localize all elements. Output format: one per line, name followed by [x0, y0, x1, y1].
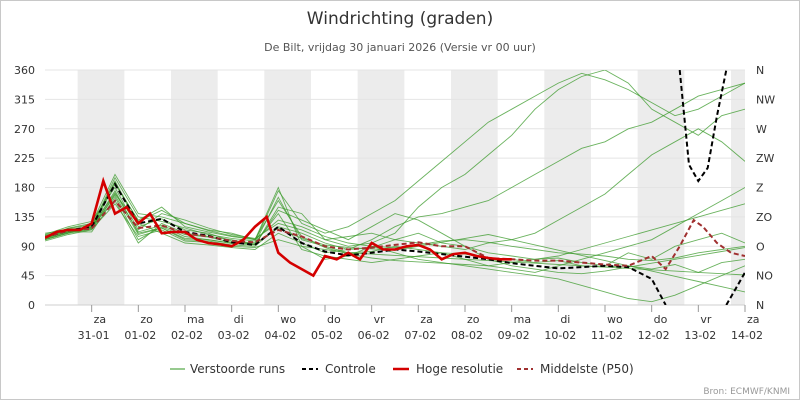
source-credit: Bron: ECMWF/KNMI	[703, 387, 790, 397]
legend-label-control: Controle	[325, 362, 376, 376]
legend-item-perturbed[interactable]: Verstoorde runs	[170, 362, 285, 376]
y-tick-label-180: 180	[14, 182, 35, 195]
x-tick-date-02-02: 02-02	[171, 329, 203, 342]
x-tick-date-06-02: 06-02	[358, 329, 390, 342]
x-tick-date-12-02: 12-02	[638, 329, 670, 342]
x-tick-day-04-02: wo	[280, 313, 296, 326]
x-tick-date-10-02: 10-02	[544, 329, 576, 342]
x-tick-date-11-02: 11-02	[591, 329, 623, 342]
y-tick-right-label-8: N	[756, 64, 764, 77]
legend-item-median[interactable]: Middelste (P50)	[517, 362, 634, 376]
control-run-segment-1	[678, 70, 728, 183]
chart-subtitle: De Bilt, vrijdag 30 januari 2026 (Versie…	[264, 41, 536, 54]
x-tick-date-04-02: 04-02	[264, 329, 296, 342]
x-tick-day-02-02: ma	[187, 313, 204, 326]
y-tick-label-225: 225	[14, 152, 35, 165]
y-tick-right-label-0: N	[756, 299, 764, 312]
x-tick-day-14-02: za	[747, 313, 760, 326]
y-tick-label-360: 360	[14, 64, 35, 77]
y-tick-right-label-2: O	[756, 240, 765, 253]
median-run-line	[45, 199, 745, 271]
perturbed-run-9	[45, 72, 745, 242]
y-tick-right-label-4: Z	[756, 182, 764, 195]
high-resolution-run-line	[45, 176, 512, 278]
x-tick-date-09-02: 09-02	[498, 329, 530, 342]
y-tick-label-90: 90	[21, 240, 35, 253]
legend-item-control[interactable]: Controle	[302, 362, 376, 376]
control-run-segment-2	[725, 271, 745, 305]
legend-label-perturbed: Verstoorde runs	[190, 362, 285, 376]
control-run-segment-0	[45, 182, 667, 305]
x-tick-day-11-02: wo	[607, 313, 623, 326]
x-tick-day-10-02: di	[560, 313, 570, 326]
legend-label-median: Middelste (P50)	[540, 362, 634, 376]
y-tick-right-label-7: NW	[756, 93, 775, 106]
y-tick-label-45: 45	[21, 270, 35, 283]
perturbed-run-12	[45, 181, 745, 267]
x-tick-day-01-02: zo	[140, 313, 153, 326]
x-tick-day-09-02: ma	[514, 313, 531, 326]
x-tick-day-13-02: vr	[700, 313, 712, 326]
median-run	[45, 199, 745, 271]
perturbed-run-8	[45, 203, 745, 276]
x-tick-day-06-02: vr	[374, 313, 386, 326]
y-tick-label-0: 0	[28, 299, 35, 312]
x-tick-date-03-02: 03-02	[218, 329, 250, 342]
x-tick-date-14-02: 14-02	[731, 329, 763, 342]
perturbed-run-5	[45, 173, 745, 262]
perturbed-run-6	[45, 187, 745, 273]
x-tick-day-31-01: za	[94, 313, 107, 326]
perturbed-run-3	[45, 183, 745, 303]
y-tick-label-135: 135	[14, 211, 35, 224]
y-tick-label-270: 270	[14, 123, 35, 136]
x-tick-date-08-02: 08-02	[451, 329, 483, 342]
x-tick-day-03-02: di	[234, 313, 244, 326]
x-tick-date-01-02: 01-02	[124, 329, 156, 342]
x-tick-date-07-02: 07-02	[404, 329, 436, 342]
x-tick-date-31-01: 31-01	[78, 329, 110, 342]
x-tick-date-05-02: 05-02	[311, 329, 343, 342]
control-run	[45, 70, 745, 305]
perturbed-run-2	[45, 70, 745, 247]
x-tick-day-08-02: zo	[467, 313, 480, 326]
y-tick-right-label-1: NO	[756, 270, 773, 283]
legend: Verstoorde runs Controle Hoge resolutie …	[170, 362, 634, 376]
x-axis: za 31-01 zo 01-02 ma 02-02 di 03-02 wo 04-02 do 05-…	[78, 305, 763, 342]
legend-label-high-res: Hoge resolutie	[416, 362, 503, 376]
x-tick-day-07-02: za	[420, 313, 433, 326]
perturbed-run-7	[45, 128, 745, 250]
y-tick-right-label-6: W	[756, 123, 767, 136]
y-tick-right-label-5: ZW	[756, 152, 775, 165]
x-tick-day-12-02: do	[654, 313, 668, 326]
chart-title: Windrichting (graden)	[307, 9, 493, 29]
x-tick-date-13-02: 13-02	[684, 329, 716, 342]
y-axis-right: N NO O ZO Z ZW W NW N	[756, 64, 775, 312]
y-tick-right-label-3: ZO	[756, 211, 773, 224]
legend-item-high-res[interactable]: Hoge resolutie	[393, 362, 503, 376]
high-resolution-run	[45, 176, 512, 278]
x-tick-day-05-02: do	[327, 313, 341, 326]
y-axis-left: 0 45 90 135 180 225 270 315 360	[14, 64, 35, 312]
y-tick-label-315: 315	[14, 93, 35, 106]
